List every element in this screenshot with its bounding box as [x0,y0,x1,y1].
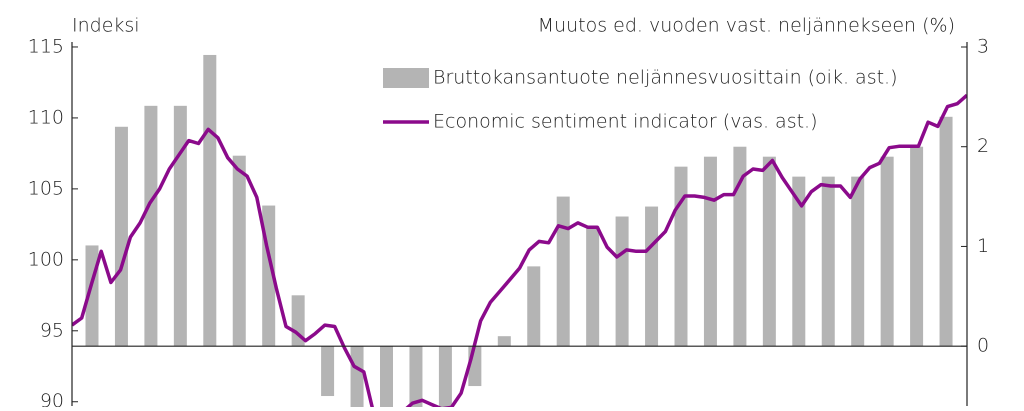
bar [645,206,659,347]
y-tick-label: 90 [40,390,64,407]
legend-swatch [383,68,429,88]
bar [762,156,776,347]
y-tick-label: 105 [28,177,64,199]
bar [615,216,629,347]
y2-tick-label: 3 [977,35,989,57]
y2-axis-title: Muutos ed. vuoden vast. neljännekseen (%… [538,15,955,37]
bar [792,176,806,347]
y2-tick-label: 0 [977,335,989,357]
bar [114,126,128,347]
plot-area [72,54,967,407]
bar [556,196,570,347]
bar [232,155,246,347]
bar [409,346,423,407]
y-tick-label: 95 [40,319,64,341]
y2-tick-label: 1 [977,235,989,257]
bar [438,346,452,407]
bar [733,146,747,347]
bar [703,156,717,347]
bar [880,156,894,347]
legend-label: Economic sentiment indicator (vas. ast.) [433,111,818,133]
bar [939,116,953,347]
bar [821,176,835,347]
y2-tick-label: 2 [977,135,989,157]
y-tick-label: 100 [28,248,64,270]
y-tick-label: 110 [28,106,64,128]
bar [321,346,335,397]
y-tick-label: 115 [28,35,64,57]
bar [350,346,364,407]
bar [674,166,688,347]
bar [851,176,865,347]
bar [910,146,924,347]
bar [527,266,541,347]
bar [380,346,393,407]
bar [586,226,600,347]
bar [497,336,511,347]
line [72,93,967,407]
bar [203,54,217,347]
bar [173,105,187,347]
y-axis-title: Indeksi [72,15,140,37]
bar [144,105,158,347]
legend-label: Bruttokansantuote neljännesvuosittain (o… [433,67,898,89]
